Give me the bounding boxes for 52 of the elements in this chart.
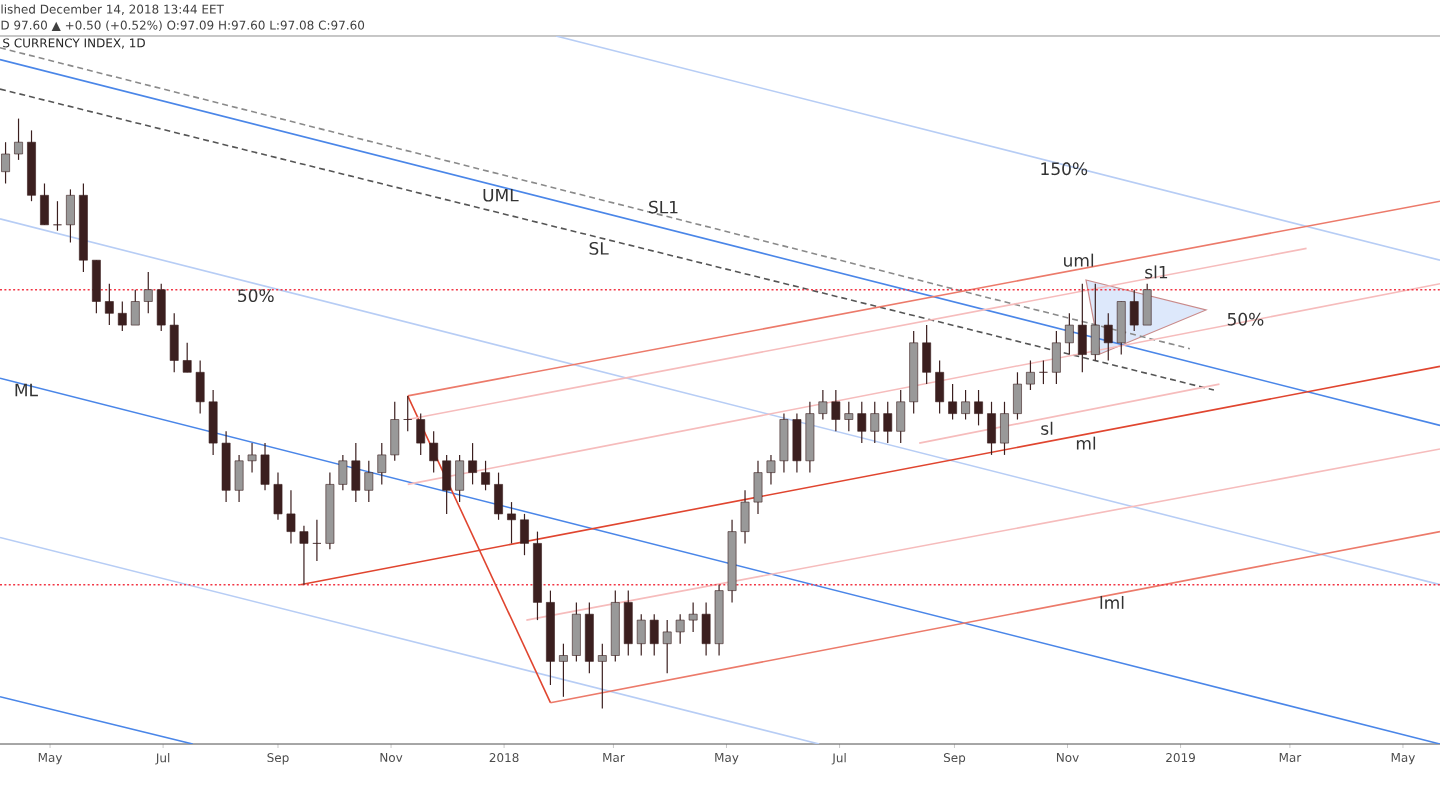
candlestick (896, 389, 906, 444)
candlestick (974, 389, 983, 426)
candlestick (92, 259, 101, 314)
candlestick (935, 359, 944, 415)
candlestick (494, 471, 503, 521)
candlestick (455, 454, 464, 503)
candlestick (468, 442, 477, 485)
candlestick (130, 289, 140, 326)
candlestick (1064, 312, 1074, 356)
candlestick (1090, 283, 1100, 362)
candlestick (1052, 330, 1061, 385)
candlestick (559, 643, 568, 698)
annotation: sl1 (1145, 265, 1168, 279)
annotation: ML (15, 383, 38, 397)
candlestick (416, 412, 426, 456)
annotation: lml (1100, 595, 1124, 609)
candlestick (597, 643, 607, 710)
candlestick (53, 200, 62, 232)
candlestick (40, 182, 49, 226)
annotation: SL1 (649, 200, 678, 214)
candlestick (1, 141, 10, 185)
candlestick (584, 601, 594, 674)
candlestick (442, 454, 452, 515)
candlestick (1026, 359, 1035, 391)
annotation: UML (483, 188, 519, 202)
candlestick (623, 590, 633, 657)
candlestick (922, 324, 932, 385)
annotation: 50% (1227, 312, 1264, 326)
annotation: uml (1064, 253, 1094, 267)
candlestick (66, 188, 75, 244)
candlestick (117, 300, 127, 332)
candlestick (1103, 312, 1113, 362)
annotation: SL (589, 241, 609, 255)
candlestick (143, 271, 153, 314)
candlestick (429, 430, 439, 474)
candlestick (104, 283, 114, 326)
candlestick (987, 401, 996, 456)
annotation: ml (1076, 436, 1096, 450)
candlestick (948, 383, 957, 421)
annotation: sl (1041, 421, 1053, 435)
candlestick (883, 401, 893, 444)
candlestick (961, 389, 970, 421)
candlestick (1077, 283, 1087, 373)
annotation: 150% (1041, 162, 1088, 176)
candlestick (14, 117, 23, 161)
candlestick (520, 513, 529, 556)
candlestick (1013, 371, 1022, 421)
annotation: 50% (238, 289, 274, 303)
candlestick (507, 501, 516, 544)
candlestick (572, 601, 581, 662)
candlestick (481, 460, 490, 491)
candlestick (1000, 401, 1009, 456)
